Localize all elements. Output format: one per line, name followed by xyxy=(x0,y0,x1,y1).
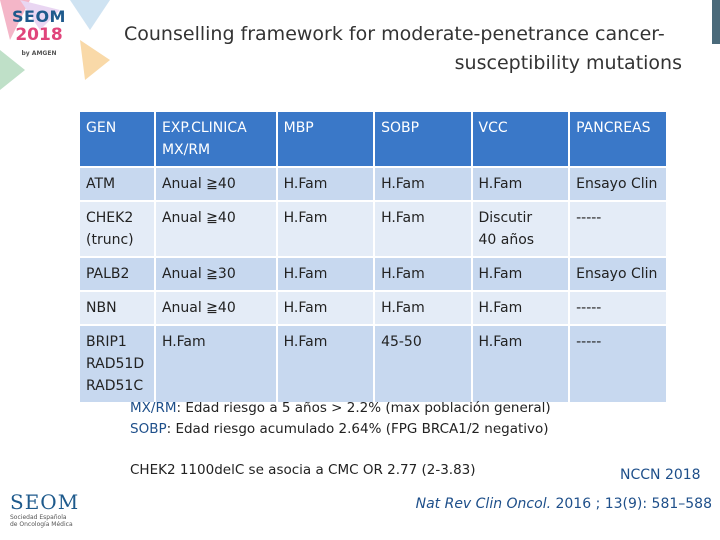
nccn-label: NCCN 2018 xyxy=(620,467,701,483)
table-row-cell: Anual ≧40 xyxy=(155,292,276,324)
reference-citation: Nat Rev Clin Oncol. 2016 ; 13(9): 581–58… xyxy=(416,496,712,512)
table-header-row-cell: GEN xyxy=(80,112,154,166)
sobp-text: : Edad riesgo acumulado 2.64% (FPG BRCA1… xyxy=(166,421,549,437)
mx-key: MX/RM xyxy=(130,400,177,416)
sobp-definition: SOBP: Edad riesgo acumulado 2.64% (FPG B… xyxy=(130,419,551,440)
table-row-cell: Anual ≧40 xyxy=(155,202,276,256)
table-header-row: GEN EXP.CLINICA MX/RM MBP SOBP VCC PANCREAS xyxy=(80,112,666,166)
table-row-cell: H.Fam xyxy=(472,292,569,324)
society-logo-name: SEOM xyxy=(10,490,80,514)
table-row-cell: Anual ≧30 xyxy=(155,258,276,290)
table-row: BRIP1 RAD51D RAD51C H.Fam H.Fam 45-50 H.Fam -… xyxy=(80,326,666,402)
table-row-cell: Ensayo Clin xyxy=(570,168,666,200)
table-row-cell: Ensayo Clin xyxy=(570,258,666,290)
table-row-cell: H.Fam xyxy=(155,326,276,402)
table-row-cell: H.Fam xyxy=(375,202,471,256)
logo-year-text: 2018 xyxy=(15,25,63,45)
table-row: PALB2 Anual ≧30 H.Fam H.Fam H.Fam Ensayo Clin xyxy=(80,258,666,290)
society-logo-sub1: Sociedad Española xyxy=(10,514,67,521)
seom-society-logo: SEOM Sociedad Española de Oncología Médi… xyxy=(10,490,80,528)
title-line-2: susceptibility mutations xyxy=(454,52,682,74)
table-row-cell: H.Fam xyxy=(277,202,374,256)
table-row-cell: H.Fam xyxy=(375,168,471,200)
logo-seom-text: SEOM xyxy=(12,7,66,26)
table-row-cell: H.Fam xyxy=(472,168,569,200)
table-row-cell: ----- xyxy=(570,326,666,402)
table-row-cell: CHEK2 (trunc) xyxy=(80,202,154,256)
table-row-cell: NBN xyxy=(80,292,154,324)
table-row-cell: H.Fam xyxy=(277,326,374,402)
mx-definition: MX/RM: Edad riesgo a 5 años > 2.2% (max … xyxy=(130,398,551,419)
table-row-cell: H.Fam xyxy=(472,326,569,402)
table-row-cell: 45-50 xyxy=(375,326,471,402)
sobp-key: SOBP xyxy=(130,421,167,437)
mx-text: : Edad riesgo a 5 años > 2.2% (max pobla… xyxy=(176,400,551,416)
table-header-row-cell: PANCREAS xyxy=(570,112,666,166)
table-row-cell: H.Fam xyxy=(277,168,374,200)
table-header-row-cell: EXP.CLINICA MX/RM xyxy=(155,112,276,166)
table-row-cell: ----- xyxy=(570,292,666,324)
seom-2018-logo: SEOM 2018 by AMGEN xyxy=(8,8,70,70)
reference-journal: Nat Rev Clin Oncol. xyxy=(415,496,552,512)
table-row-cell: BRIP1 RAD51D RAD51C xyxy=(80,326,154,402)
table-header-row-cell: MBP xyxy=(277,112,374,166)
table-row: CHEK2 (trunc) Anual ≧40 H.Fam H.Fam Discutir… xyxy=(80,202,666,256)
table-row-cell: H.Fam xyxy=(277,292,374,324)
confetti-decoration xyxy=(0,0,110,90)
corner-accent-bar xyxy=(712,0,720,44)
table-row: ATM Anual ≧40 H.Fam H.Fam H.Fam Ensayo Clin xyxy=(80,168,666,200)
table-row-cell: H.Fam xyxy=(472,258,569,290)
table-row-cell: ----- xyxy=(570,202,666,256)
table-row-cell: Discutir 40 años xyxy=(472,202,569,256)
title-line-1: Counselling framework for moderate-penet… xyxy=(124,23,665,45)
definitions-note: MX/RM: Edad riesgo a 5 años > 2.2% (max … xyxy=(130,398,551,440)
chek2-note: CHEK2 1100delC se asocia a CMC OR 2.77 (… xyxy=(130,462,476,478)
slide-title: Counselling framework for moderate-penet… xyxy=(120,20,682,78)
table-header-row-cell: VCC xyxy=(472,112,569,166)
table-row: NBN Anual ≧40 H.Fam H.Fam H.Fam ----- xyxy=(80,292,666,324)
table-header-row-cell: SOBP xyxy=(375,112,471,166)
table-row-cell: Anual ≧40 xyxy=(155,168,276,200)
logo-sponsor-text: by AMGEN xyxy=(21,50,57,57)
table-row-cell: H.Fam xyxy=(277,258,374,290)
table-row-cell: H.Fam xyxy=(375,258,471,290)
society-logo-sub2: de Oncología Médica xyxy=(10,521,73,528)
table-row-cell: ATM xyxy=(80,168,154,200)
table-row-cell: H.Fam xyxy=(375,292,471,324)
table-row-cell: PALB2 xyxy=(80,258,154,290)
counselling-table: GEN EXP.CLINICA MX/RM MBP SOBP VCC PANCREAS AT… xyxy=(78,110,668,404)
reference-rest: 2016 ; 13(9): 581–588 xyxy=(551,496,712,512)
